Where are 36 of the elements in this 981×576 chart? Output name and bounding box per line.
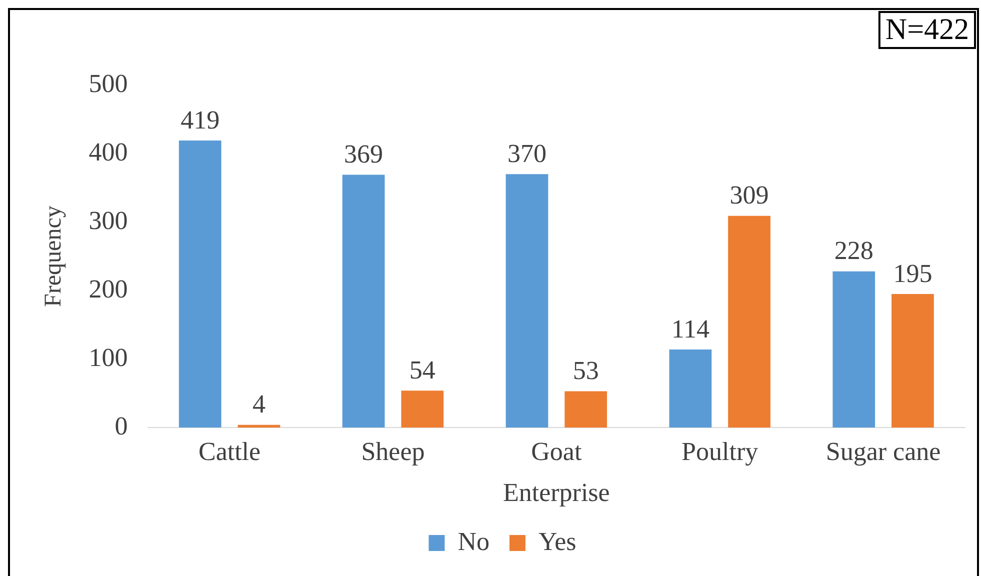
data-label: 53	[572, 356, 599, 386]
data-label: 54	[409, 355, 436, 384]
data-label: 4	[252, 390, 266, 419]
data-label: 309	[730, 180, 769, 210]
bar	[669, 349, 712, 428]
bar	[506, 174, 548, 428]
x-tick-label: Cattle	[198, 437, 261, 466]
data-label: 114	[671, 314, 710, 344]
x-axis-title: Enterprise	[502, 478, 610, 508]
y-tick-label: 400	[88, 137, 128, 166]
data-label: 419	[180, 105, 220, 134]
data-label: 370	[507, 138, 546, 168]
legend-label: Yes	[538, 526, 576, 556]
bar	[564, 391, 607, 428]
y-tick-label: 200	[88, 274, 128, 304]
legend-label: No	[458, 526, 490, 556]
bar	[342, 174, 385, 428]
x-tick-label: Sheep	[361, 437, 425, 466]
text: N=422	[885, 12, 970, 46]
bar	[892, 294, 934, 428]
y-tick-label: 300	[88, 206, 128, 235]
bar	[728, 216, 770, 428]
bar	[401, 390, 444, 428]
x-tick-label: Poultry	[682, 437, 758, 466]
x-tick-label: Sugar cane	[826, 437, 941, 466]
bar	[238, 424, 280, 428]
y-tick-label: 0	[114, 411, 128, 440]
data-label: 369	[344, 140, 384, 169]
data-label: 195	[893, 258, 932, 288]
y-tick-label: 500	[88, 68, 128, 98]
y-tick-label: 100	[88, 342, 128, 372]
bar	[832, 271, 876, 428]
data-label: 228	[834, 236, 874, 266]
x-tick-label: Goat	[531, 437, 582, 466]
bar	[178, 140, 222, 428]
y-axis-title: Frequency	[40, 206, 67, 307]
